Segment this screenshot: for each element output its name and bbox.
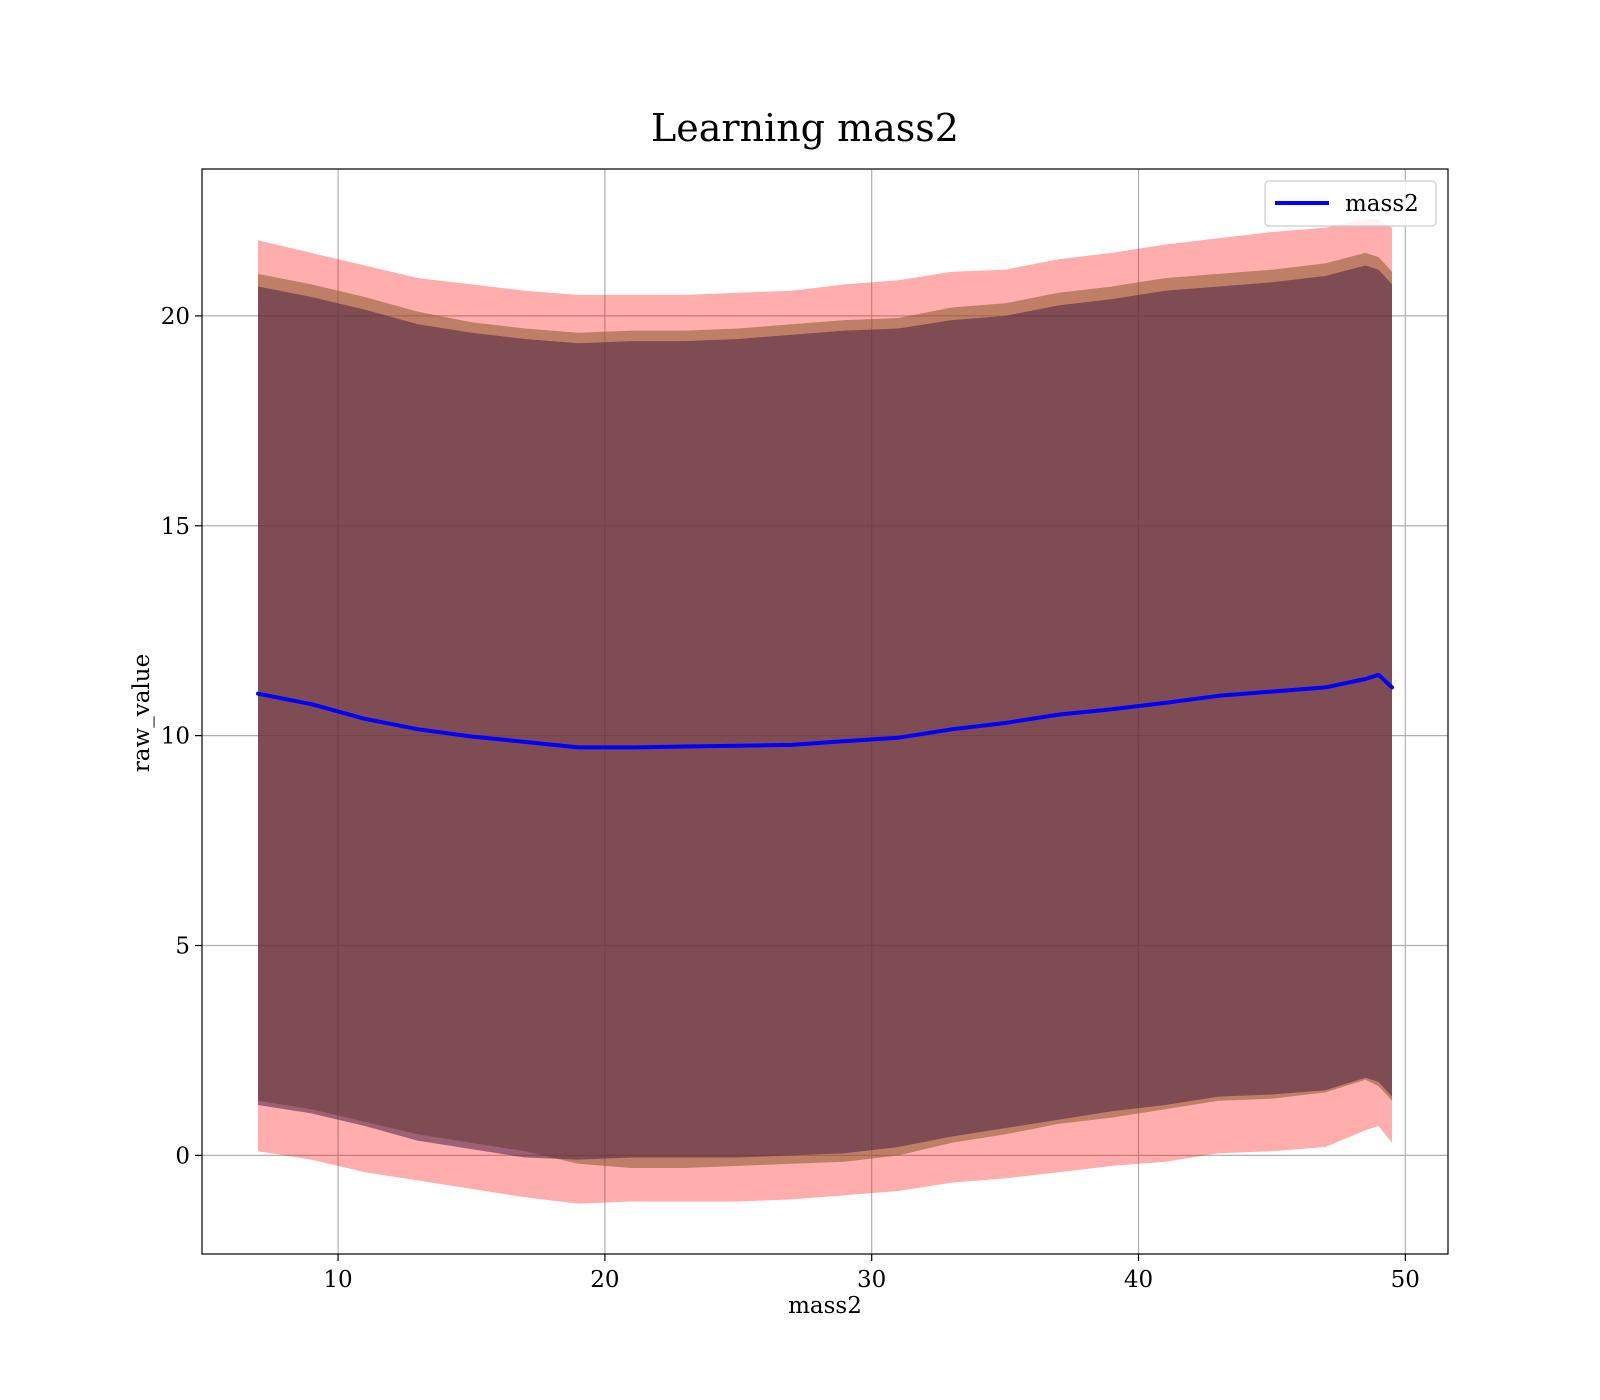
axes-frame: [201, 168, 1449, 1255]
x-tick-label-50: 50: [1391, 1267, 1420, 1293]
x-tick-label-20: 20: [590, 1267, 619, 1293]
y-tick-label-0: 0: [175, 1143, 190, 1169]
plot-area: 10 20 30 40 50 0 5 10 15 20: [161, 168, 1449, 1293]
y-tick-label-20: 20: [161, 304, 190, 330]
legend: mass2: [1264, 180, 1437, 227]
y-tick-label-10: 10: [161, 724, 190, 750]
y-tick-label-5: 5: [175, 933, 190, 959]
x-tick-label-30: 30: [857, 1267, 886, 1293]
legend-label-mass2: mass2: [1345, 191, 1419, 217]
x-tick-label-10: 10: [323, 1267, 352, 1293]
x-tick-label-40: 40: [1124, 1267, 1153, 1293]
y-tick-label-15: 15: [161, 514, 190, 540]
y-axis-label: raw_value: [129, 654, 155, 772]
confidence-band-3: [258, 265, 1392, 1160]
chart-title: Learning mass2: [651, 106, 959, 150]
legend-box: [1264, 180, 1437, 227]
x-axis-label: mass2: [788, 1293, 862, 1319]
series-line-mass2: [256, 672, 1394, 750]
